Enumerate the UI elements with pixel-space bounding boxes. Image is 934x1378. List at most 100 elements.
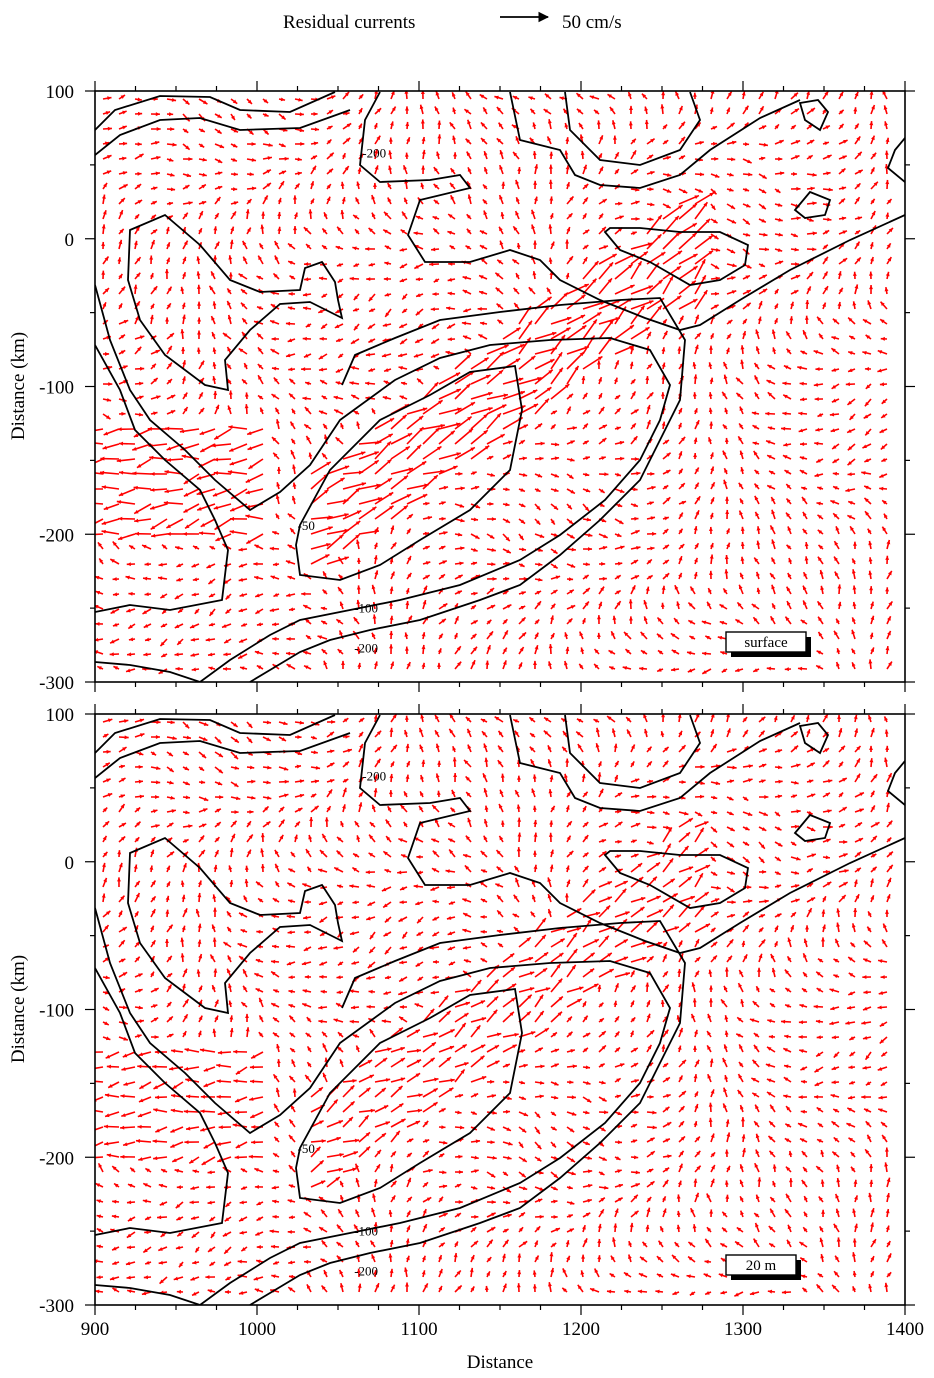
vector-head: [383, 277, 388, 281]
vector-head: [435, 91, 440, 96]
vector-head: [166, 532, 171, 536]
vector-head: [139, 718, 145, 723]
vector-head: [188, 824, 193, 829]
vector-head: [314, 127, 320, 132]
vector-head: [738, 436, 743, 441]
vector-head: [433, 167, 438, 172]
vector-head: [802, 528, 807, 534]
vector-head: [341, 197, 346, 202]
vector-head: [699, 172, 705, 177]
vector-head: [240, 666, 245, 671]
vector-head: [404, 730, 408, 735]
vector-head: [583, 245, 589, 250]
vector-head: [725, 347, 730, 353]
vector-head: [748, 172, 753, 177]
vector-head: [479, 275, 484, 279]
vector-head: [649, 187, 654, 192]
vector-head: [456, 389, 461, 393]
vector-head: [420, 791, 424, 796]
vector-head: [240, 302, 246, 308]
vector-head: [139, 335, 145, 340]
vector-head: [446, 306, 451, 311]
vector-head: [817, 514, 822, 519]
vector-head: [708, 437, 712, 442]
vector-head: [520, 488, 525, 492]
vector-head: [273, 377, 278, 382]
vector-head: [746, 290, 751, 294]
vector-head: [729, 779, 735, 784]
vector-head: [661, 362, 666, 368]
vector-head: [244, 363, 248, 368]
vector-head: [217, 129, 222, 134]
vector-head: [457, 407, 462, 412]
vector-head: [505, 502, 510, 507]
vector-head: [321, 620, 326, 625]
vector-head: [372, 182, 377, 188]
vector-head: [549, 775, 554, 780]
vector-head: [528, 96, 533, 101]
vector-head: [885, 555, 890, 560]
vector-head: [799, 381, 804, 386]
vector-head: [649, 217, 654, 222]
vector-head: [140, 366, 145, 371]
vector-head: [766, 666, 772, 671]
vector-head: [703, 290, 708, 295]
vector-head: [712, 190, 717, 195]
vector-head: [735, 619, 740, 624]
vector-head: [505, 561, 510, 566]
vector-head: [503, 619, 508, 624]
vector-head: [485, 375, 491, 379]
vector-head: [214, 850, 219, 855]
vector-head: [117, 257, 122, 262]
vector-head: [174, 652, 179, 657]
vector-head: [183, 851, 189, 857]
vector-head: [162, 544, 167, 549]
vector-head: [882, 526, 887, 532]
y-tick-label: 100: [46, 82, 75, 103]
vector-head: [586, 517, 591, 522]
vector-head: [184, 766, 189, 770]
vector-head: [196, 271, 201, 276]
vector-head: [596, 632, 601, 637]
vector-head: [448, 214, 453, 219]
vector-head: [245, 490, 251, 495]
vector-head: [168, 112, 174, 117]
vector-head: [147, 426, 152, 431]
vector-head: [741, 91, 746, 96]
vector-head: [793, 92, 798, 97]
vector-head: [318, 309, 323, 313]
vector-head: [855, 197, 860, 202]
vector-head: [183, 392, 188, 398]
vector-head: [387, 182, 392, 188]
vector-head: [449, 245, 455, 250]
vector-head: [584, 601, 589, 606]
vector-head: [771, 329, 776, 334]
vector-head: [687, 651, 692, 655]
vector-head: [881, 458, 886, 462]
vector-head: [634, 575, 640, 579]
vector-head: [457, 661, 462, 667]
vector-head: [118, 492, 124, 496]
vector-head: [374, 661, 378, 666]
vector-head: [87, 429, 91, 433]
vector-head: [389, 727, 394, 733]
vector-head: [725, 509, 730, 515]
current-vector: [95, 442, 104, 445]
vector-head: [104, 288, 109, 293]
vector-head: [264, 130, 269, 135]
vector-head: [328, 526, 333, 531]
vector-head: [306, 435, 311, 441]
vector-head: [208, 580, 213, 585]
contour-line: [95, 109, 351, 156]
vector-head: [473, 548, 478, 552]
vector-head: [495, 287, 501, 292]
vector-head: [602, 851, 607, 856]
vector-head: [550, 520, 555, 525]
vector-head: [449, 728, 454, 734]
vector-head: [670, 633, 676, 638]
vector-head: [786, 484, 791, 489]
vector-head: [678, 556, 683, 561]
vector-head: [225, 595, 230, 600]
vector-head: [857, 151, 862, 157]
vector-head: [774, 124, 779, 129]
